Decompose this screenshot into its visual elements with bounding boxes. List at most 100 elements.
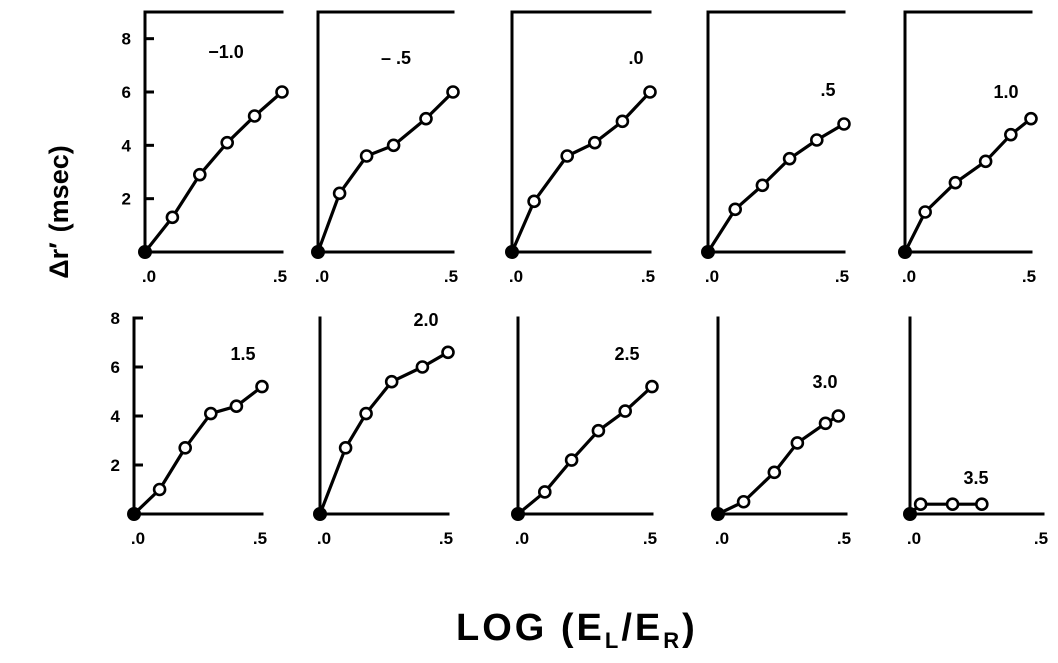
panel: .0 .5 2.5 (511, 316, 659, 548)
panel: 2 4 6 8 .0 .5 1.5 (111, 309, 269, 548)
origin-point (898, 245, 912, 259)
data-point (165, 210, 180, 225)
x-tick-label: .5 (439, 529, 453, 548)
x-tick-label: .0 (509, 267, 523, 286)
data-point (978, 154, 993, 169)
panel-label: 1.0 (993, 82, 1018, 102)
data-point (1024, 111, 1038, 126)
data-point (441, 345, 455, 360)
data-point (790, 436, 805, 450)
x-tick-label: .0 (715, 529, 729, 548)
x-tick-label: .5 (641, 267, 655, 286)
data-point (386, 138, 401, 153)
data-point (945, 497, 960, 512)
data-point (560, 149, 575, 163)
panel: 2 4 6 8 .0 .5 −1.0 (122, 10, 289, 286)
panel: .0 .5 3.5 (903, 316, 1048, 548)
x-tick-label: .0 (317, 529, 331, 548)
y-label-prime: ′ (44, 242, 74, 248)
x-tick-label: .5 (253, 529, 267, 548)
x-label-sub-l: L (605, 628, 621, 653)
data-point (1004, 127, 1018, 142)
series-line (510, 90, 652, 253)
data-point (975, 497, 989, 512)
data-point (255, 379, 269, 394)
data-point (384, 374, 399, 389)
x-tick-label: .0 (142, 267, 156, 286)
data-point (359, 406, 373, 421)
x-tick-label: .5 (643, 529, 657, 548)
y-label-symbol: Δr (44, 248, 74, 278)
data-point (755, 178, 770, 193)
y-tick-label: 2 (111, 456, 120, 475)
data-point (782, 151, 797, 166)
data-point (332, 186, 347, 201)
y-label-unit: (msec) (44, 145, 74, 232)
x-label-sub-r: R (663, 628, 682, 653)
series-line (706, 122, 845, 253)
data-point (537, 485, 552, 499)
panel-label: 3.0 (812, 372, 837, 392)
origin-point (311, 245, 325, 259)
data-point (809, 133, 824, 147)
data-point (338, 441, 353, 455)
panel-label: 2.0 (413, 310, 438, 330)
panel: .0 .5 .5 (701, 10, 851, 286)
panel: .0 .5 – .5 (311, 10, 460, 286)
data-point (831, 409, 846, 423)
y-axis-label: Δr′ (msec) (44, 145, 74, 278)
x-label-main: LOG (E (456, 607, 605, 649)
data-point (193, 167, 207, 182)
data-point (275, 85, 289, 99)
data-point (818, 416, 833, 431)
data-point (736, 494, 751, 509)
x-tick-label: .5 (444, 267, 458, 286)
panel-label: 1.5 (230, 344, 255, 364)
origin-point (138, 245, 152, 259)
y-axis-title: Δr′ (msec) (44, 145, 74, 278)
x-tick-label: .0 (907, 529, 921, 548)
panel-label: – .5 (381, 48, 411, 68)
x-tick-label: .0 (131, 529, 145, 548)
data-point (229, 399, 244, 414)
origin-point (711, 507, 725, 521)
x-tick-label: .0 (315, 267, 329, 286)
x-label-end: ) (682, 607, 698, 649)
x-tick-label: .5 (837, 529, 851, 548)
x-tick-label: .0 (515, 529, 529, 548)
x-tick-label: .0 (705, 267, 719, 286)
data-point (204, 406, 218, 421)
origin-point (505, 245, 519, 259)
x-label-sep: /E (621, 607, 663, 649)
data-point (419, 111, 433, 126)
series-line (908, 502, 982, 516)
data-point (415, 360, 430, 374)
panel-label: .5 (820, 80, 835, 100)
data-point (913, 497, 928, 512)
data-point (527, 194, 541, 209)
data-point (643, 85, 657, 99)
data-point (587, 135, 602, 150)
series-line (318, 350, 449, 515)
data-point (645, 379, 659, 394)
x-tick-label: .5 (1034, 529, 1048, 548)
data-point (837, 117, 851, 131)
x-axis-label: LOG (EL/ER) (456, 607, 698, 653)
data-point (178, 441, 192, 455)
y-tick-label: 4 (111, 407, 121, 426)
panel: .0 .5 .0 (505, 10, 657, 286)
x-tick-label: .0 (902, 267, 916, 286)
series-line (717, 414, 840, 516)
x-tick-label: .5 (835, 267, 849, 286)
data-point (948, 175, 963, 190)
panel: .0 .5 1.0 (898, 10, 1038, 286)
data-point (918, 205, 932, 219)
x-tick-label: .5 (1022, 267, 1036, 286)
data-point (564, 453, 579, 467)
y-tick-label: 6 (111, 358, 120, 377)
panel-label: 2.5 (614, 344, 639, 364)
series-line (316, 90, 455, 253)
data-point (446, 85, 460, 99)
data-point (618, 404, 633, 418)
origin-point (127, 507, 141, 521)
